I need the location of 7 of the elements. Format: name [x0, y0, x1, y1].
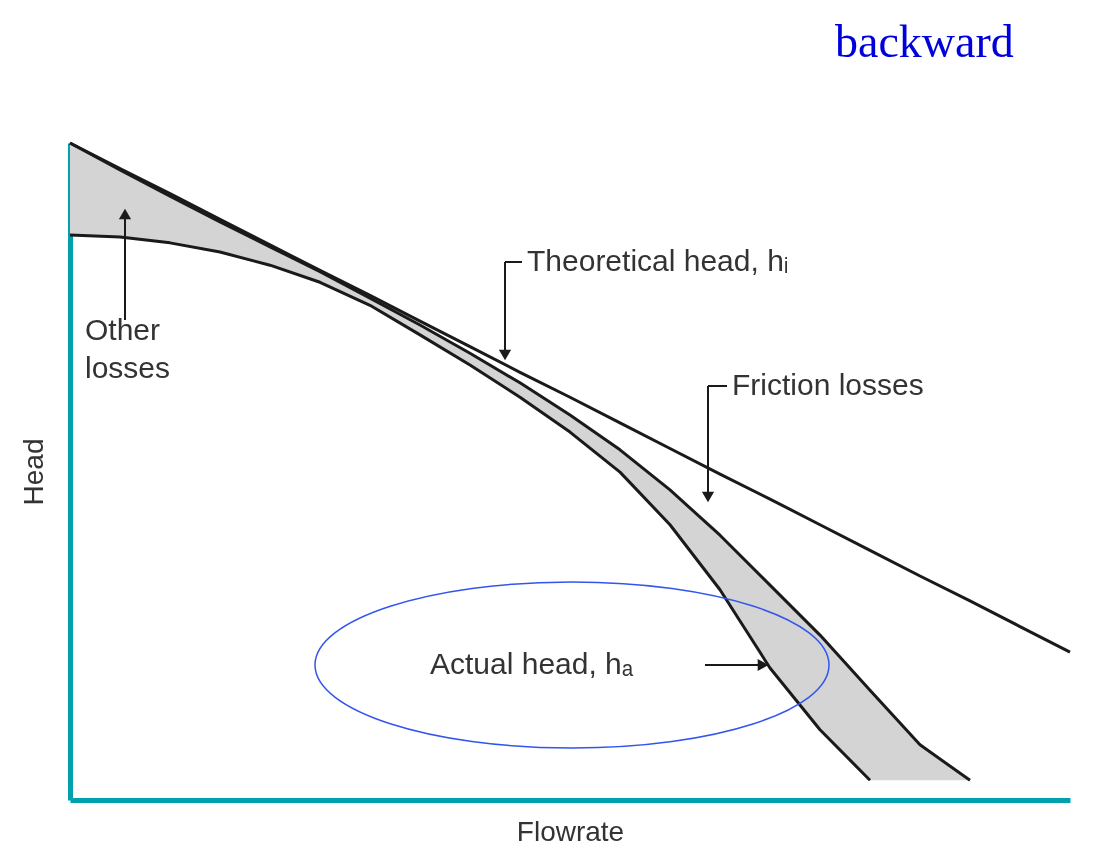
annotation: Friction losses: [732, 368, 924, 401]
annotation: Theoretical head, hᵢ: [527, 244, 789, 277]
annotation: Actual head, hₐ: [430, 647, 634, 680]
annotation: Other losses: [85, 313, 171, 384]
text: backward: [835, 16, 1014, 67]
y-axis-title: Head: [17, 438, 49, 506]
x-axis-title: Flowrate: [516, 815, 625, 847]
